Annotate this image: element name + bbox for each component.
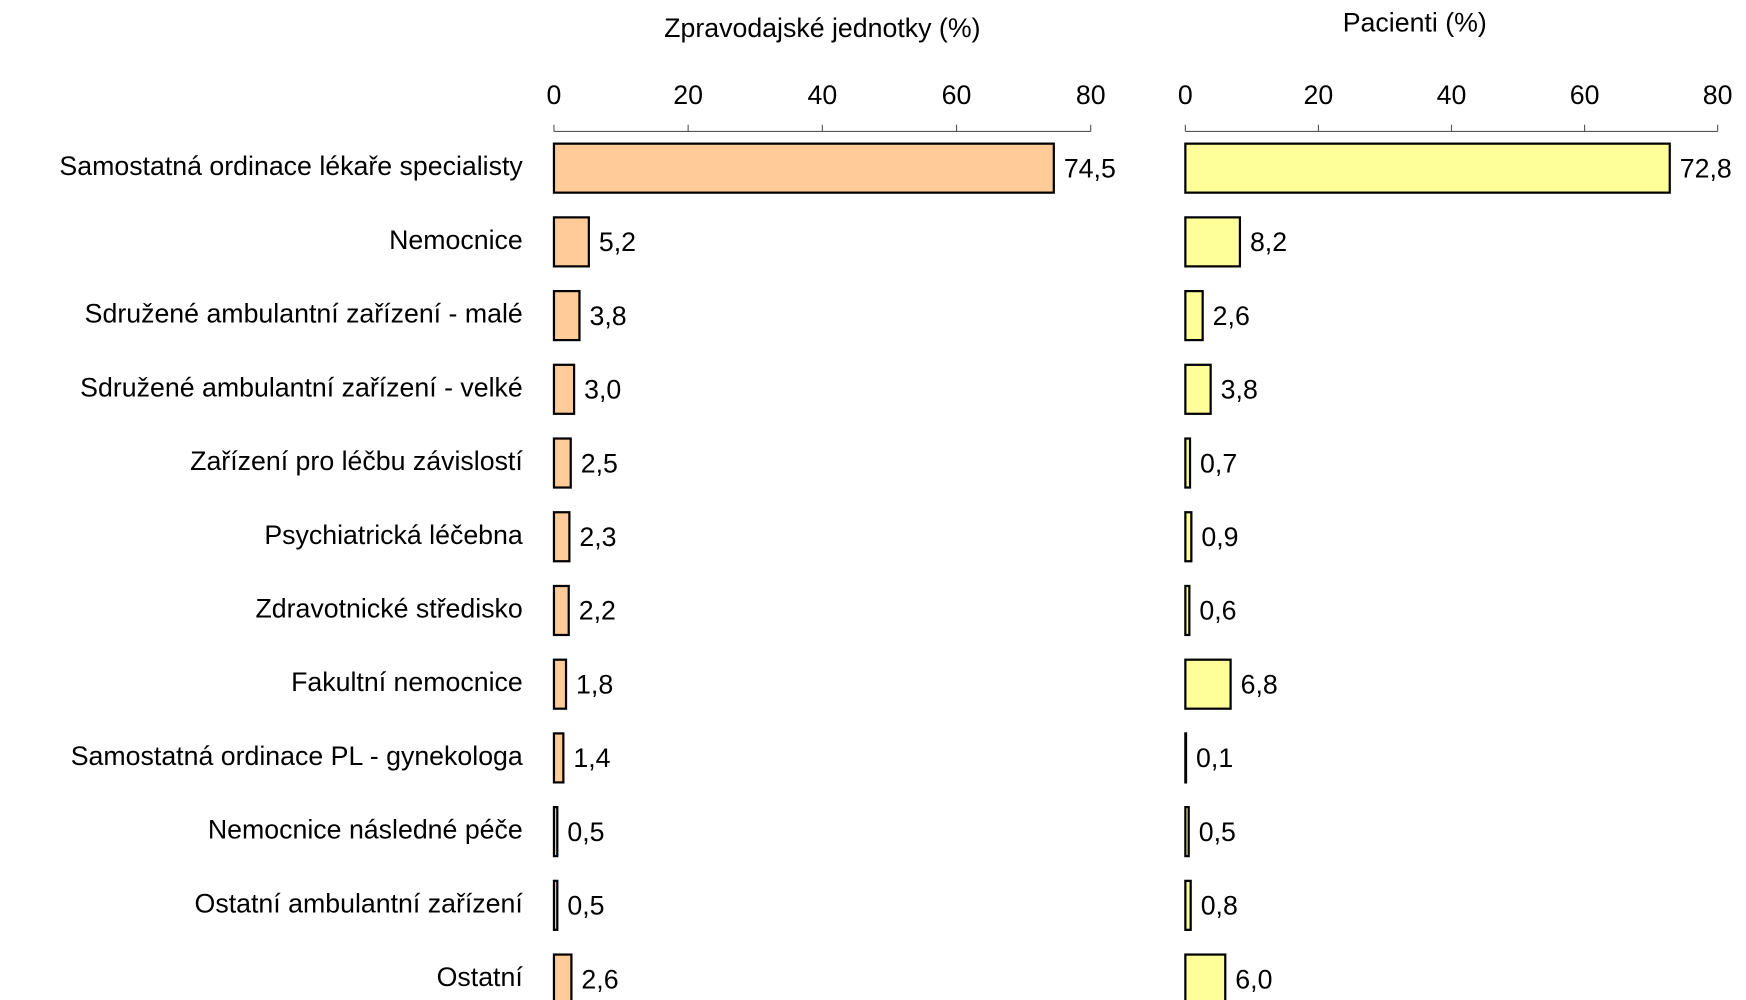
bar	[1184, 363, 1212, 415]
y-tick-label: Sdružené ambulantní zařízení - velké	[80, 372, 523, 402]
data-label: 2,6	[581, 964, 618, 994]
data-label: 2,3	[579, 522, 616, 552]
x-tick-label: 20	[1304, 80, 1334, 110]
data-label: 3,8	[1221, 375, 1258, 405]
bar	[1184, 953, 1227, 1000]
bar	[552, 437, 572, 489]
chart-title: Pacienti (%)	[1343, 8, 1487, 38]
y-tick-label: Nemocnice následné péče	[208, 815, 523, 845]
y-tick-label: Zařízení pro léčbu závislostí	[190, 446, 523, 476]
y-tick-label: Zdravotnické středisko	[255, 594, 522, 624]
data-label: 3,0	[584, 375, 621, 405]
data-label: 2,6	[1213, 301, 1250, 331]
data-label: 8,2	[1250, 227, 1287, 257]
bar	[1184, 289, 1204, 342]
data-label: 2,2	[579, 596, 616, 626]
y-tick-label: Psychiatrická léčebna	[264, 520, 523, 550]
x-tick-label: 60	[942, 80, 972, 110]
x-tick-label: 60	[1570, 80, 1600, 110]
x-tick-label: 40	[807, 80, 837, 110]
x-tick-label: 80	[1703, 80, 1733, 110]
x-tick-label: 20	[673, 80, 703, 110]
bar	[1184, 216, 1242, 268]
bar	[1184, 142, 1671, 194]
bar	[552, 806, 559, 858]
bar	[552, 879, 559, 931]
data-label: 0,5	[567, 817, 604, 847]
data-label: 0,9	[1201, 522, 1238, 552]
data-label: 6,8	[1241, 669, 1278, 699]
y-tick-label: Samostatná ordinace PL - gynekologa	[71, 741, 523, 771]
bar	[1184, 511, 1193, 563]
data-label: 5,2	[599, 227, 636, 257]
data-label: 6,0	[1235, 964, 1272, 994]
data-label: 0,8	[1201, 891, 1238, 921]
chart-title: Zpravodajské jednotky (%)	[664, 13, 980, 43]
bar	[552, 289, 581, 342]
bar	[552, 732, 565, 784]
bar	[1184, 584, 1191, 637]
x-tick-label: 0	[547, 80, 562, 110]
data-label: 0,6	[1199, 596, 1236, 626]
data-label: 0,5	[567, 891, 604, 921]
y-tick-label: Sdružené ambulantní zařízení - malé	[85, 299, 523, 329]
y-tick-label: Samostatná ordinace lékaře specialisty	[59, 151, 523, 181]
y-tick-label: Nemocnice	[389, 225, 523, 255]
bar	[552, 953, 573, 1000]
data-label: 1,8	[576, 669, 613, 699]
bar	[1184, 658, 1232, 710]
data-label: 3,8	[589, 301, 626, 331]
bar	[552, 658, 568, 710]
data-label: 72,8	[1680, 153, 1732, 183]
bar	[552, 363, 576, 415]
x-tick-label: 40	[1437, 80, 1467, 110]
bar	[1184, 732, 1188, 784]
data-label: 2,5	[581, 448, 618, 478]
bar	[552, 142, 1055, 194]
data-label: 1,4	[573, 743, 610, 773]
data-label: 0,1	[1196, 743, 1233, 773]
x-tick-label: 0	[1178, 80, 1193, 110]
bar	[552, 216, 590, 268]
bar	[1184, 879, 1192, 931]
bar	[552, 511, 571, 563]
y-tick-label: Ostatní	[437, 962, 524, 992]
bar	[552, 584, 570, 637]
data-label: 0,5	[1199, 817, 1236, 847]
x-tick-label: 80	[1076, 80, 1106, 110]
data-label: 0,7	[1200, 448, 1237, 478]
bar	[1184, 437, 1192, 489]
y-tick-label: Ostatní ambulantní zařízení	[195, 888, 524, 918]
y-tick-label: Fakultní nemocnice	[291, 667, 523, 697]
data-label: 74,5	[1064, 153, 1116, 183]
bar	[1184, 806, 1190, 858]
